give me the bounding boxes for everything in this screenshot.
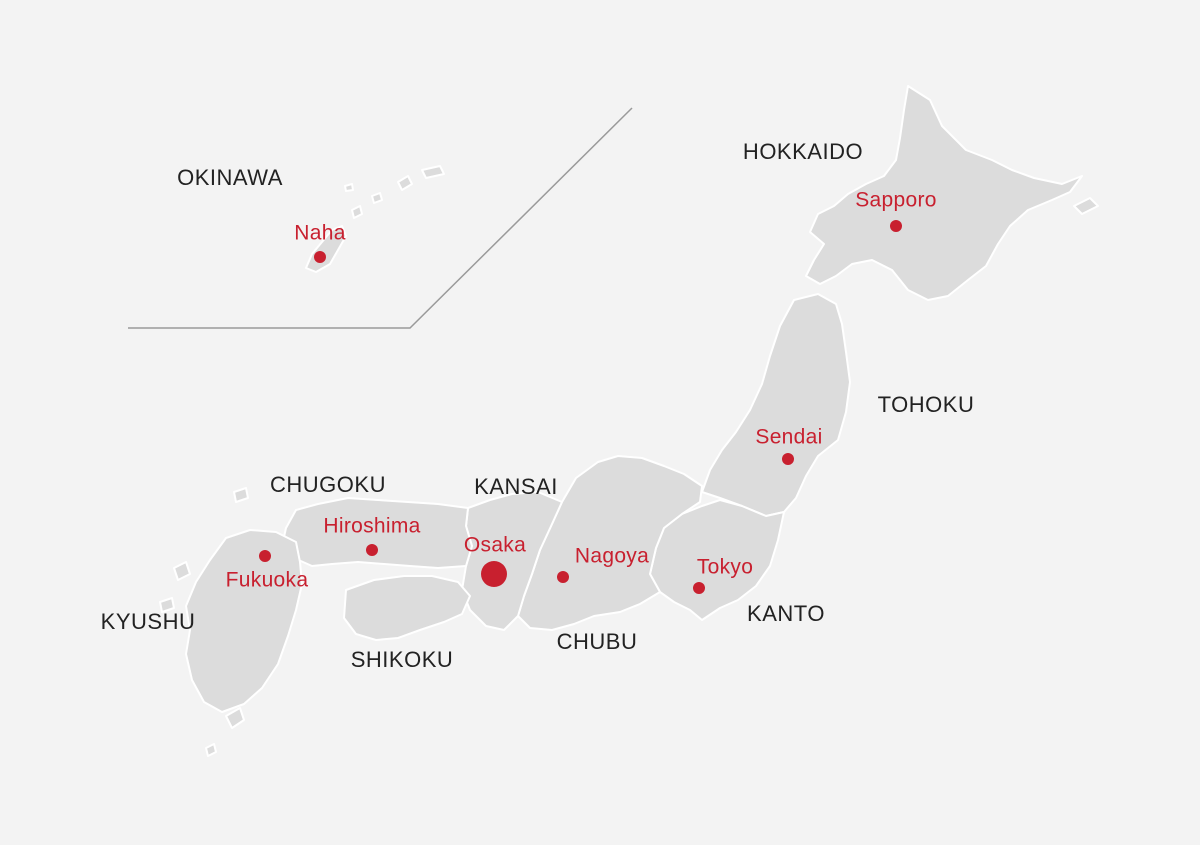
city-marker-sapporo xyxy=(890,220,902,232)
region-label-tohoku: TOHOKU xyxy=(877,392,975,417)
city-marker-fukuoka xyxy=(259,550,271,562)
city-marker-nagoya xyxy=(557,571,569,583)
city-label-naha: Naha xyxy=(294,221,346,245)
region-label-shikoku: SHIKOKU xyxy=(350,647,454,672)
okinawa-small-island xyxy=(371,192,383,204)
city-marker-osaka xyxy=(481,561,507,587)
kyushu-south-island xyxy=(205,743,217,757)
tohoku-region xyxy=(701,293,851,517)
city-label-fukuoka: Fukuoka xyxy=(225,568,309,592)
city-marker-hiroshima xyxy=(366,544,378,556)
hokkaido-region xyxy=(805,85,1083,301)
city-label-sapporo: Sapporo xyxy=(855,188,937,212)
shikoku-region xyxy=(343,575,471,641)
kyushu-west-island xyxy=(159,597,175,613)
region-label-kyushu: KYUSHU xyxy=(100,609,196,634)
region-label-hokkaido: HOKKAIDO xyxy=(742,139,864,164)
hokkaido-east-islands xyxy=(1073,197,1099,215)
okinawa-small-island xyxy=(421,165,445,179)
region-label-kanto: KANTO xyxy=(747,601,825,626)
kyushu-region xyxy=(185,529,303,713)
city-marker-naha xyxy=(314,251,326,263)
kyushu-south-island xyxy=(225,707,245,729)
city-marker-sendai xyxy=(782,453,794,465)
okinawa-inset-divider xyxy=(128,107,633,329)
city-label-nagoya: Nagoya xyxy=(574,544,650,568)
okinawa-small-island xyxy=(351,205,363,219)
city-label-sendai: Sendai xyxy=(755,425,823,449)
city-marker-tokyo xyxy=(693,582,705,594)
region-label-okinawa: OKINAWA xyxy=(177,165,283,190)
okinawa-small-island xyxy=(397,175,413,191)
okinawa-small-island xyxy=(344,183,354,192)
region-label-chugoku: CHUGOKU xyxy=(270,472,386,497)
city-label-tokyo: Tokyo xyxy=(696,555,754,579)
region-label-kansai: KANSAI xyxy=(474,474,558,499)
kyushu-north-island xyxy=(233,487,249,503)
city-label-hiroshima: Hiroshima xyxy=(323,514,421,538)
kyushu-west-island xyxy=(173,561,191,581)
region-label-chubu: CHUBU xyxy=(556,629,638,654)
city-label-osaka: Osaka xyxy=(463,533,527,557)
